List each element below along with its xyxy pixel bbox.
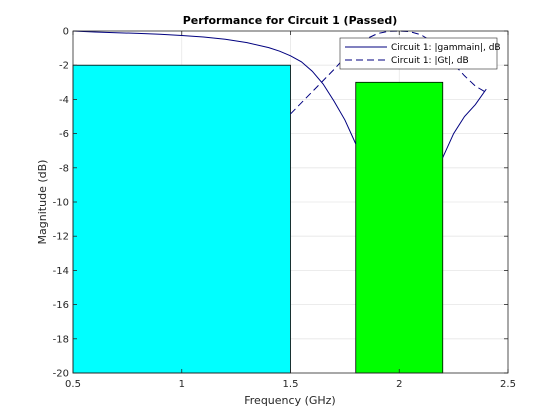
y-tick-label: -18 — [53, 334, 69, 345]
spec-region-2 — [355, 81, 444, 374]
y-tick-label: -6 — [59, 129, 69, 140]
y-tick-label: -16 — [53, 300, 69, 311]
ticks: 0.5 1 1.5 2 2.5 0 -2 -4 -6 -8 -10 -12 -14 -16 -18 -20 — [53, 27, 516, 391]
x-tick-label: 1.5 — [283, 379, 299, 390]
spec-regions — [72, 64, 444, 374]
y-axis-label: Magnitude (dB) — [36, 160, 49, 245]
y-tick-label: -4 — [59, 95, 69, 106]
x-tick-label: 1 — [179, 379, 185, 390]
y-tick-label: -2 — [59, 61, 69, 72]
legend-box — [339, 37, 498, 70]
chart-title: Performance for Circuit 1 (Passed) — [183, 14, 397, 27]
legend-label-gt: Circuit 1: |Gt|, dB — [391, 56, 469, 66]
y-tick-label: 0 — [63, 27, 69, 38]
y-tick-label: -8 — [59, 163, 69, 174]
spec-region-1 — [72, 64, 291, 374]
data-series — [72, 30, 487, 158]
series-line-gt — [290, 30, 487, 115]
y-tick-label: -20 — [53, 369, 69, 380]
legend: Circuit 1: |gammain|, dB Circuit 1: |Gt|… — [339, 37, 501, 70]
y-tick-label: -12 — [53, 232, 69, 243]
x-tick-label: 2 — [396, 379, 402, 390]
y-tick-label: -14 — [53, 266, 69, 277]
legend-label-gammain: Circuit 1: |gammain|, dB — [391, 43, 501, 53]
x-tick-label: 0.5 — [65, 379, 81, 390]
x-axis-label: Frequency (GHz) — [244, 394, 335, 407]
y-tick-label: -10 — [53, 198, 69, 209]
series-line-gammain — [72, 30, 487, 158]
x-tick-label: 2.5 — [500, 379, 516, 390]
